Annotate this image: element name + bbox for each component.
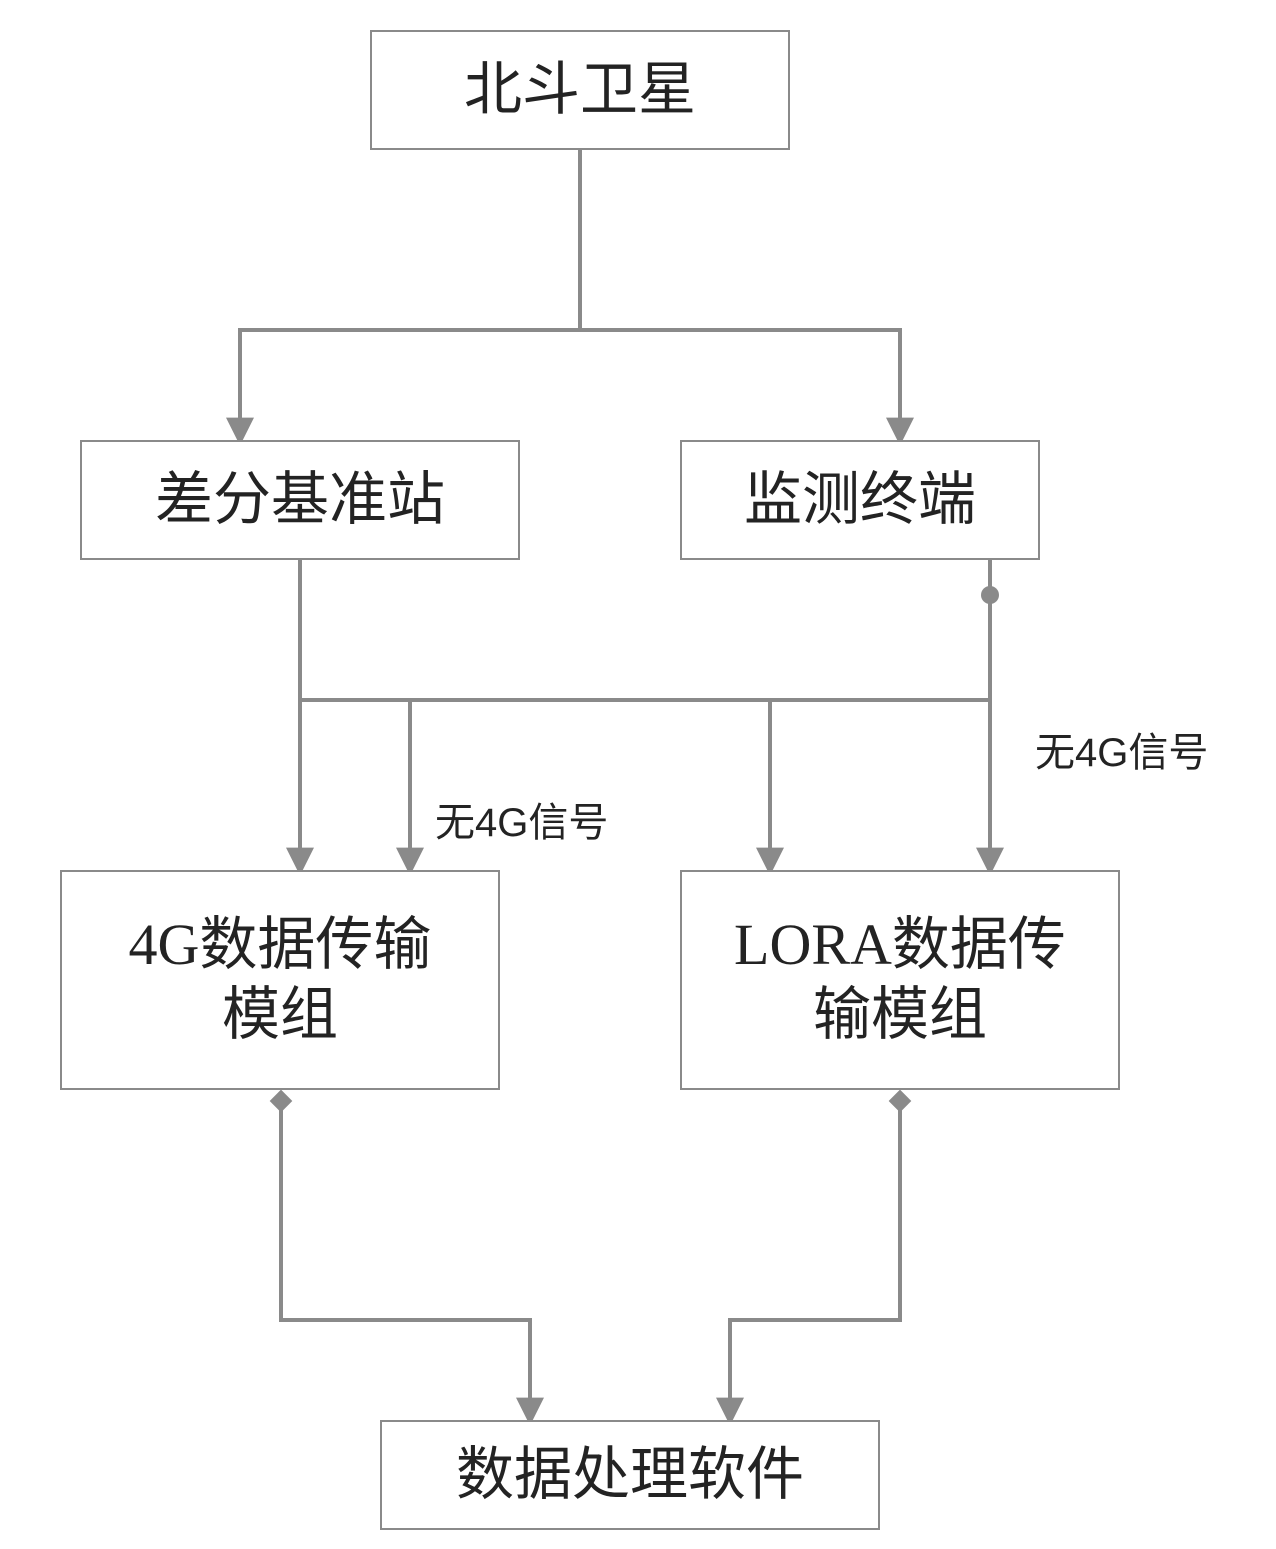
edge-label-no-4g-center: 无4G信号 [435, 790, 608, 848]
node-label: LORA数据传 输模组 [734, 910, 1066, 1049]
node-lora-data-module: LORA数据传 输模组 [680, 870, 1120, 1090]
node-label: 数据处理软件 [456, 1440, 804, 1510]
node-differential-base-station: 差分基准站 [80, 440, 520, 560]
node-label: 监测终端 [744, 465, 976, 535]
node-4g-data-module: 4G数据传输 模组 [60, 870, 500, 1090]
node-monitoring-terminal: 监测终端 [680, 440, 1040, 560]
node-data-processing-software: 数据处理软件 [380, 1420, 880, 1530]
node-label: 北斗卫星 [464, 55, 696, 125]
node-label: 差分基准站 [155, 465, 445, 535]
edge-label-text: 无4G信号 [1035, 731, 1208, 775]
node-label: 4G数据传输 模组 [129, 910, 432, 1049]
edge-label-no-4g-right: 无4G信号 [1035, 720, 1208, 778]
node-beidou-satellite: 北斗卫星 [370, 30, 790, 150]
edge-label-text: 无4G信号 [435, 801, 608, 845]
